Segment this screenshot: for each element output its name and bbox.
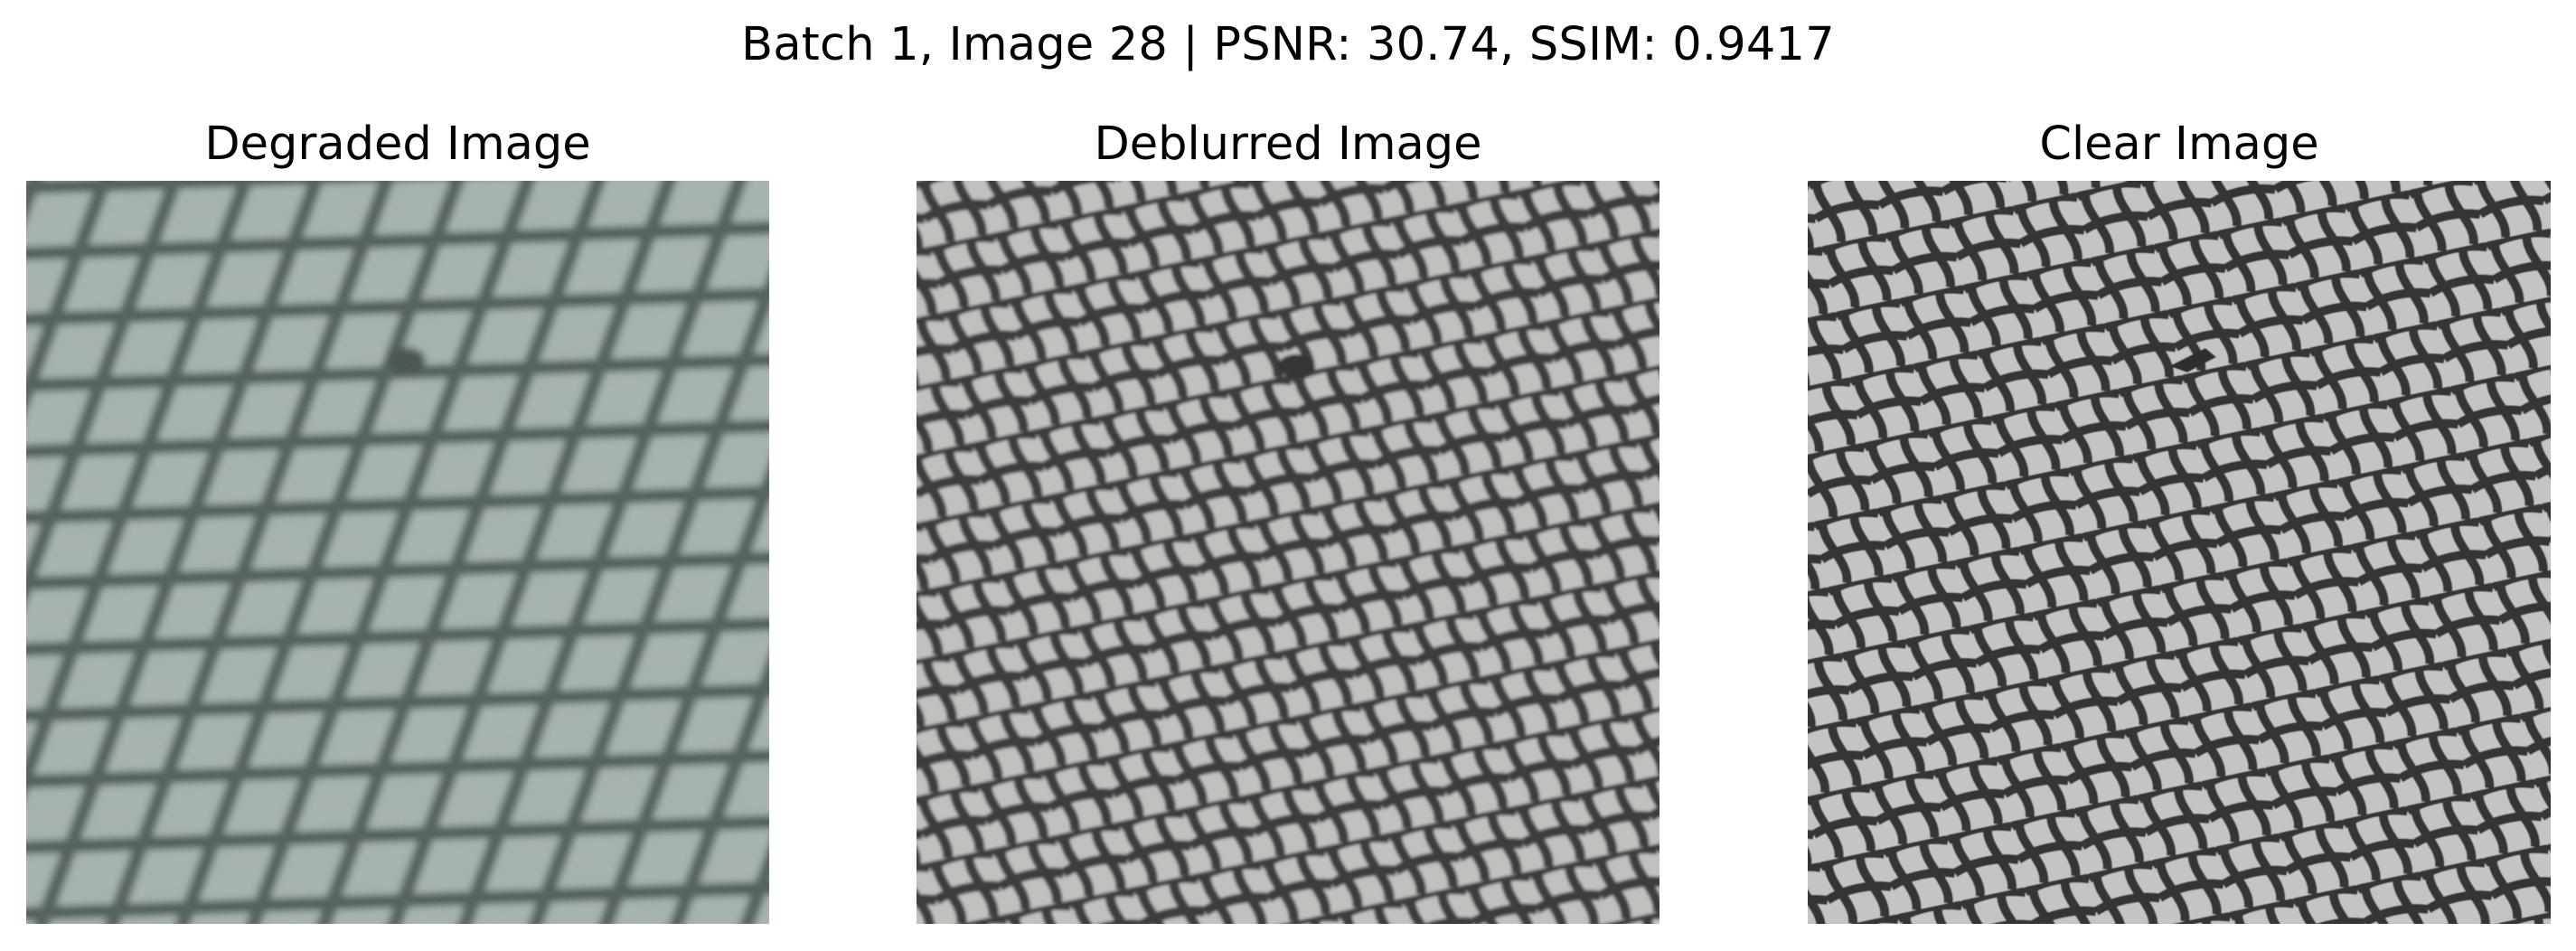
deblurred-mesh-picture: [917, 181, 1659, 924]
clear-mesh-picture: [1808, 181, 2551, 924]
panel-title-degraded: Degraded Image: [26, 116, 769, 174]
figure-suptitle: Batch 1, Image 28 | PSNR: 30.74, SSIM: 0…: [0, 16, 2576, 74]
degraded-mesh-picture: [26, 181, 769, 924]
panel-title-deblurred: Deblurred Image: [917, 116, 1659, 174]
panel-title-clear: Clear Image: [1808, 116, 2551, 174]
clear-image: [1808, 181, 2551, 924]
deblurred-image: [917, 181, 1659, 924]
degraded-image: [26, 181, 769, 924]
